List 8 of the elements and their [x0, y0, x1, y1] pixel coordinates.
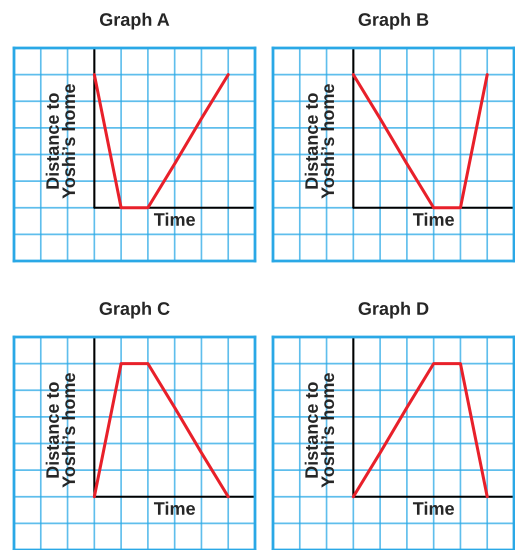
chart-title: Graph D — [358, 302, 428, 319]
y-axis-title: Distance to Yoshi’s home — [304, 84, 334, 199]
y-axis-title: Distance to Yoshi’s home — [46, 84, 76, 199]
chart-title: Graph B — [358, 12, 428, 30]
chart-title: Graph A — [100, 12, 170, 30]
y-axis-title: Distance to Yoshi’s home — [304, 373, 334, 488]
chart-title: Graph C — [100, 302, 170, 319]
y-axis-title: Distance to Yoshi’s home — [46, 373, 76, 488]
